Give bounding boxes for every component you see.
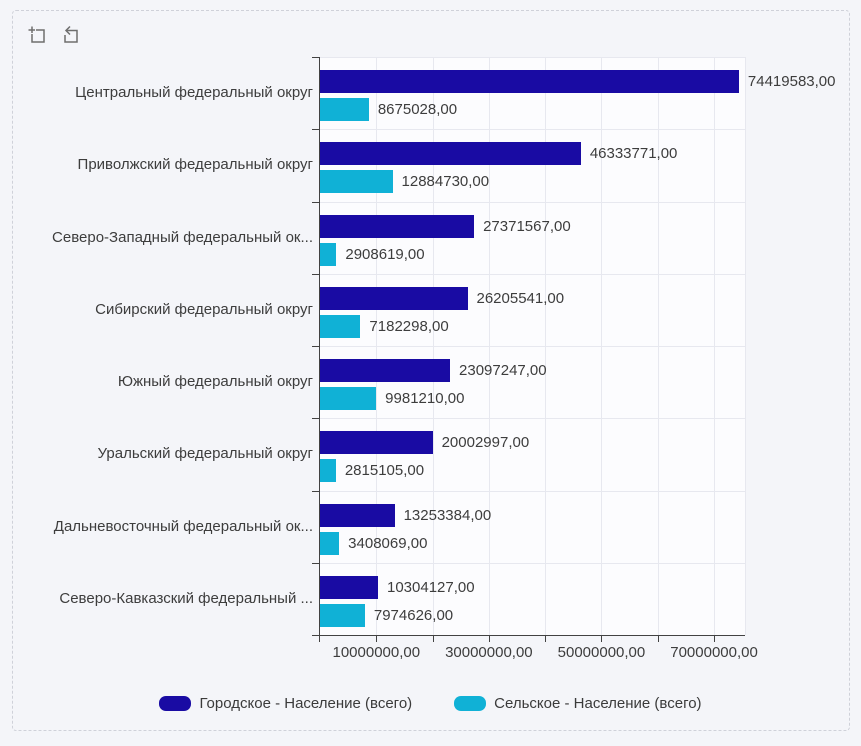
y-axis-tick [312,129,320,131]
value-label-urban-5: 20002997,00 [441,434,530,452]
plot-right-border [745,57,746,635]
bar-urban-5[interactable] [320,431,433,455]
legend: Городское - Население (всего) Сельское -… [0,689,861,717]
x-axis-tick [601,635,603,642]
x-tick-label: 30000000,00 [445,644,533,661]
x-axis-tick [376,635,378,642]
value-label-urban-0: 74419583,00 [747,73,836,90]
bar-rural-3[interactable] [320,314,361,338]
legend-label-rural: Сельское - Население (всего) [494,694,702,712]
horizontal-gridline [320,129,745,131]
horizontal-gridline [320,273,745,275]
bar-urban-0[interactable] [320,70,739,93]
value-label-urban-3: 26205541,00 [476,289,565,307]
value-label-rural-5: 2815105,00 [344,462,425,480]
category-label: Дальневосточный федеральный ок... [53,517,313,535]
value-label-urban-6: 13253384,00 [403,506,492,524]
bar-rural-4[interactable] [320,387,377,410]
y-axis-tick [312,418,320,420]
crop-plus-icon [28,26,45,43]
horizontal-gridline [320,418,745,420]
bar-rural-2[interactable] [320,242,337,266]
value-label-rural-1: 12884730,00 [401,173,490,191]
y-axis-tick [312,635,320,636]
category-label: Центральный федеральный округ [75,84,313,101]
legend-item-rural[interactable]: Сельское - Население (всего) [454,694,702,712]
legend-item-urban[interactable]: Городское - Население (всего) [159,695,412,712]
x-axis-tick [657,635,659,642]
zoom-selection-button[interactable] [26,24,48,46]
value-label-rural-3: 7182298,00 [369,317,449,335]
value-label-urban-4: 23097247,00 [459,362,547,379]
value-label-urban-7: 10304127,00 [387,578,475,596]
x-axis-line [319,635,745,636]
x-tick-label: 70000000,00 [670,644,758,661]
horizontal-gridline [320,490,745,492]
undo-zoom-button[interactable] [59,24,81,46]
bar-rural-7[interactable] [320,603,365,627]
bar-rural-6[interactable] [320,531,340,555]
legend-swatch-urban [159,695,192,711]
value-label-rural-0: 8675028,00 [377,101,458,118]
category-label: Приволжский федеральный округ [77,156,313,174]
bar-rural-0[interactable] [320,98,369,121]
bar-urban-2[interactable] [320,214,475,238]
box-undo-arrow-icon [64,25,78,43]
value-label-rural-2: 2908619,00 [345,245,425,263]
horizontal-gridline [320,201,745,203]
y-axis-line [319,57,320,642]
y-axis-tick [312,562,320,564]
x-axis-tick [545,635,547,642]
value-label-urban-2: 27371567,00 [483,217,571,235]
category-label: Северо-Западный федеральный ок... [52,228,313,246]
bar-urban-7[interactable] [320,575,378,599]
x-axis-tick [488,635,490,642]
category-label: Северо-Кавказский федеральный ... [59,589,313,607]
category-label: Уральский федеральный округ [97,445,313,463]
bar-urban-6[interactable] [320,503,395,527]
y-axis-tick [312,490,320,492]
value-label-rural-4: 9981210,00 [385,390,465,407]
value-label-rural-6: 3408069,00 [348,534,428,552]
horizontal-gridline [320,57,745,58]
bar-urban-4[interactable] [320,359,451,382]
bar-rural-5[interactable] [320,459,336,483]
value-label-rural-7: 7974626,00 [373,606,454,624]
y-axis-tick [312,346,320,347]
x-axis-tick [432,635,434,642]
category-label: Сибирский федеральный округ [95,300,313,318]
y-axis-tick [312,57,320,58]
bar-rural-1[interactable] [320,170,393,194]
horizontal-gridline [320,562,745,564]
legend-label-urban: Городское - Население (всего) [199,694,413,712]
chart-toolbar [26,24,81,46]
y-axis-tick [312,273,320,275]
legend-swatch-rural [454,695,487,711]
horizontal-gridline [320,346,745,347]
x-tick-label: 10000000,00 [332,644,421,661]
x-tick-label: 50000000,00 [557,644,646,661]
bar-urban-1[interactable] [320,142,581,166]
y-axis-tick [312,201,320,203]
x-axis-tick [714,635,716,642]
category-label: Южный федеральный округ [117,373,313,390]
bar-urban-3[interactable] [320,286,468,310]
value-label-urban-1: 46333771,00 [589,145,678,163]
